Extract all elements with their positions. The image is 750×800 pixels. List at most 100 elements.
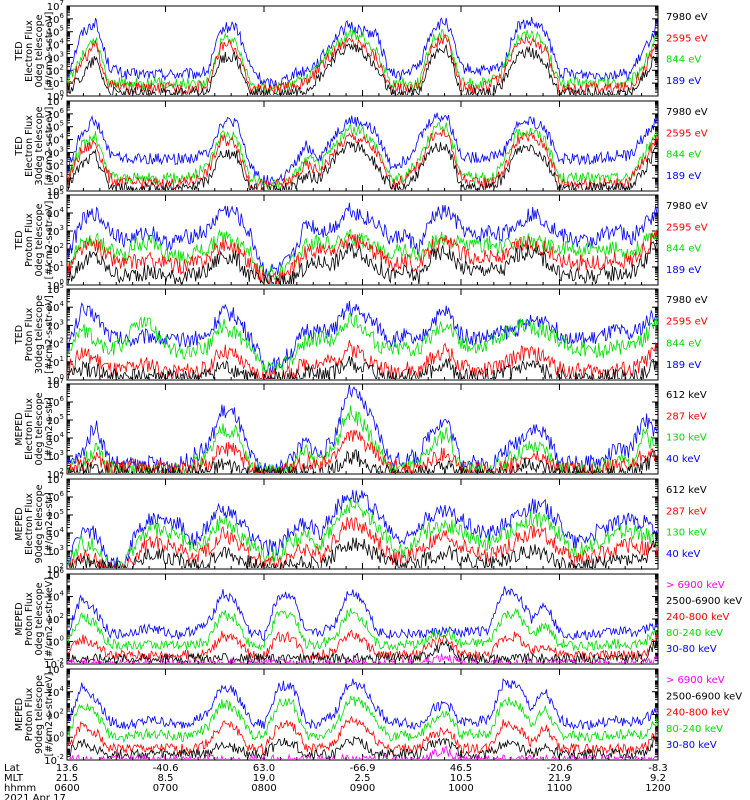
y-tick-label: 104	[47, 590, 65, 604]
series-line-287 keV	[68, 429, 657, 473]
y-axis-label-line: Proton Flux	[24, 687, 35, 741]
y-axis-label-line: Electron Flux	[24, 20, 35, 82]
legend-label: 40 keV	[666, 549, 700, 560]
y-tick-label: 107	[47, 0, 64, 13]
y-tick-label: 107	[47, 472, 64, 486]
y-axis-label: MEPEDElectron Flux0deg telescope[#/cm2-s…	[14, 392, 55, 465]
legend-label: 130 keV	[666, 433, 707, 444]
y-tick-label: 102	[47, 708, 64, 722]
y-axis-label-line: 90deg telescope	[34, 484, 45, 563]
y-tick-label: 10-2	[44, 657, 64, 671]
x-tick-label-hhmm: 1100	[547, 783, 572, 794]
x-tick-label-mlt: 21.9	[548, 773, 570, 784]
y-tick-label: 100	[47, 373, 64, 387]
x-row-label: Lat	[4, 763, 20, 774]
plot-area	[68, 385, 657, 473]
y-axis-label: TEDElectron Flux30deg telescope[#/cm2-s-…	[14, 106, 55, 185]
y-axis-label: MEPEDProton Flux90deg telescope[#/cm2-s-…	[14, 673, 55, 757]
plot-area	[68, 112, 657, 190]
legend-label: 30-80 keV	[666, 740, 717, 751]
y-tick-label: 103	[47, 224, 64, 238]
legend-label: 240-800 keV	[666, 708, 730, 719]
legend-label: 130 keV	[666, 528, 707, 539]
y-axis-label: TEDElectron Flux0deg telescope[#/cm2-s-s…	[14, 12, 55, 91]
y-tick-label: 100	[47, 278, 64, 292]
x-tick-label-lat: 46.5	[450, 763, 472, 774]
legend-label: 189 eV	[666, 360, 701, 371]
series-line-130 keV	[68, 498, 657, 568]
y-tick-label: 100	[47, 89, 64, 103]
y-tick-label: 105	[47, 120, 64, 134]
y-axis-label-line: MEPED	[14, 602, 25, 635]
y-tick-label: 102	[47, 612, 64, 626]
series-line-> 6900 keV	[68, 653, 657, 663]
series-line-7980 eV	[68, 43, 657, 95]
y-axis-label-line: Electron Flux	[24, 493, 35, 555]
y-tick-label: 105	[47, 25, 64, 39]
legend-label: 844 eV	[666, 55, 701, 66]
y-axis-label-line: Proton Flux	[24, 592, 35, 646]
y-axis-label-line: TED	[14, 325, 25, 345]
y-tick-label: 106	[47, 490, 65, 504]
legend-label: 2500-6900 keV	[666, 691, 742, 702]
x-tick-label-hhmm: 0600	[54, 783, 79, 794]
x-tick-label-lat: -40.6	[153, 763, 179, 774]
y-tick-label: 104	[47, 526, 65, 540]
legend-label: 240-800 keV	[666, 612, 730, 623]
legend-label: 7980 eV	[666, 107, 708, 118]
x-tick-label-lat: 13.6	[56, 763, 78, 774]
y-axis-label-line: TED	[14, 230, 25, 250]
x-tick-label-mlt: 19.0	[253, 773, 275, 784]
y-tick-label: 103	[47, 145, 64, 159]
legend-label: 287 keV	[666, 506, 707, 517]
y-axis-label-line: Proton Flux	[24, 307, 35, 361]
x-tick-label-hhmm: 1200	[645, 783, 670, 794]
legend-label: 844 eV	[666, 338, 701, 349]
y-tick-label: 102	[47, 63, 64, 77]
x-row-label: MLT	[4, 773, 24, 784]
x-tick-label-mlt: 10.5	[450, 773, 472, 784]
y-axis-label-line: MEPED	[14, 507, 25, 540]
legend-label: 7980 eV	[666, 12, 708, 23]
date-label: 2021 Apr 17	[4, 793, 66, 800]
x-tick-label-lat: -20.6	[547, 763, 573, 774]
series-line-844 eV	[68, 122, 657, 190]
y-axis-label-line: Electron Flux	[24, 115, 35, 177]
y-tick-label: 107	[47, 377, 64, 391]
series-line-30-80 keV	[68, 678, 657, 731]
y-axis-label-line: [#/cm2-s-str]	[44, 492, 55, 555]
plot-area	[68, 678, 657, 759]
y-tick-label: 102	[47, 467, 64, 481]
x-row-label: hhmm	[4, 783, 36, 794]
y-tick-label: 104	[47, 133, 65, 147]
x-tick-label-hhmm: 0800	[251, 783, 276, 794]
y-axis-label-line: Proton Flux	[24, 213, 35, 267]
series-line-30-80 keV	[68, 585, 657, 642]
series-line-189 eV	[68, 202, 657, 278]
y-axis-label-line: 90deg telescope	[34, 675, 45, 754]
x-tick-label-hhmm: 1000	[448, 783, 473, 794]
y-tick-label: 102	[47, 337, 64, 351]
series-line-7980 eV	[68, 355, 657, 379]
plot-area	[68, 17, 657, 95]
y-axis-label: MEPEDProton Flux0deg telescope[#/cm2-s-s…	[14, 577, 55, 661]
y-tick-label: 106	[47, 567, 65, 581]
x-tick-label-lat: -66.9	[350, 763, 376, 774]
series-line-40 keV	[68, 385, 657, 473]
legend-label: 2595 eV	[666, 317, 708, 328]
y-axis-label-line: TED	[14, 136, 25, 156]
y-tick-label: 105	[47, 188, 64, 202]
y-tick-label: 103	[47, 318, 64, 332]
y-tick-label: 104	[47, 38, 65, 52]
y-tick-label: 106	[47, 107, 65, 121]
y-axis-label-line: [#/cm2-s-str-eV]	[44, 201, 55, 280]
legend-label: 80-240 keV	[666, 628, 723, 639]
series-line-612 keV	[68, 449, 657, 473]
y-tick-label: 106	[47, 12, 65, 26]
